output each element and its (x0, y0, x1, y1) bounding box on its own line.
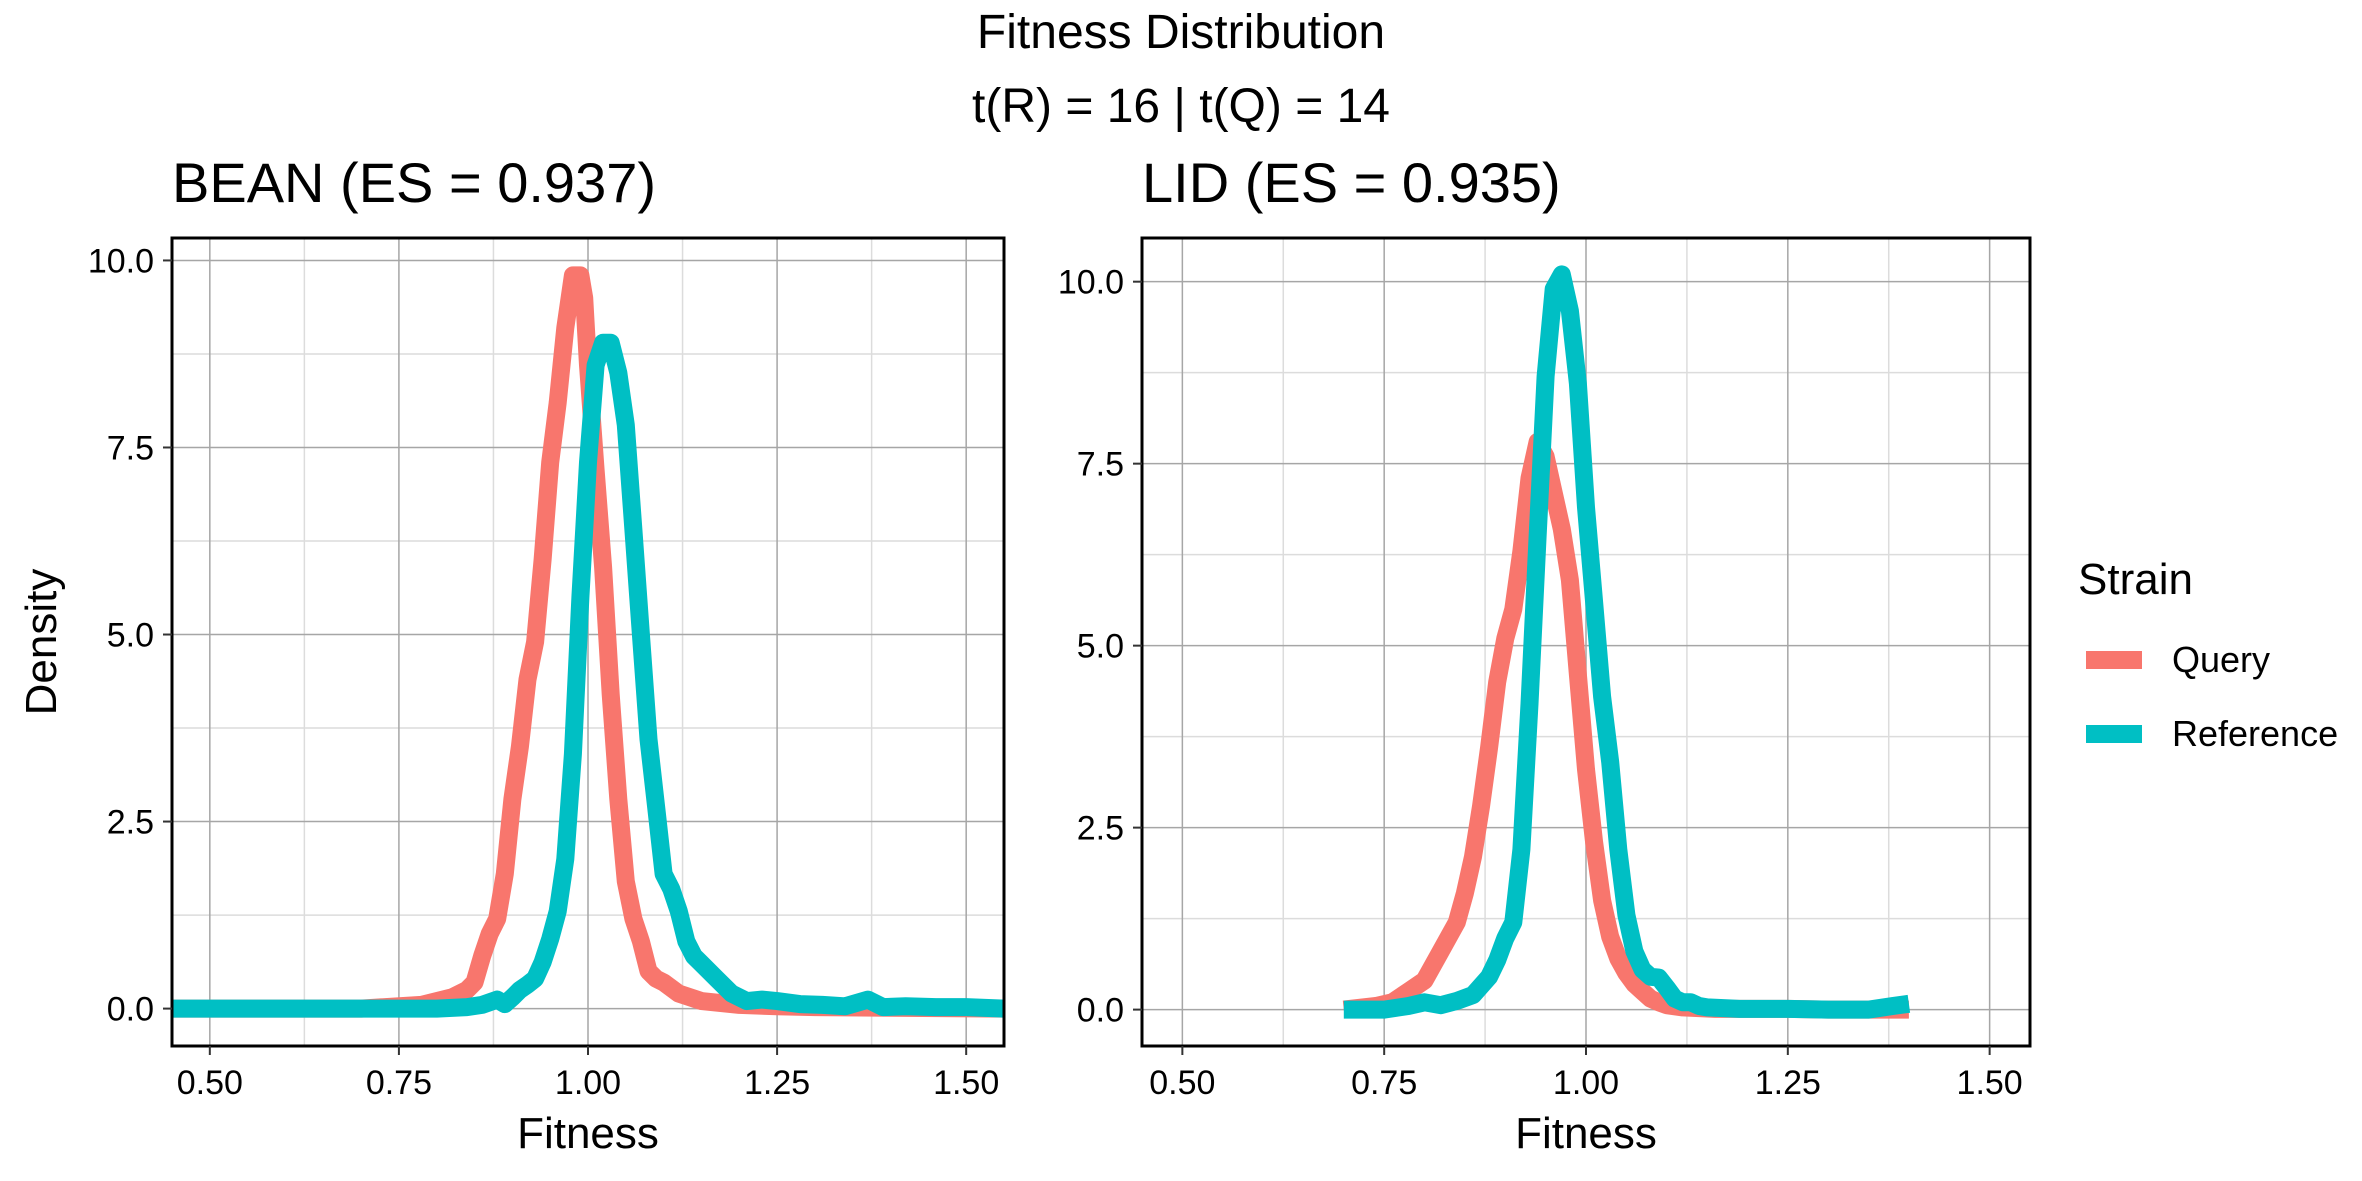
y-tick-label: 0.0 (107, 991, 154, 1029)
y-tick-label: 10.0 (1058, 264, 1124, 302)
x-tick-label: 1.25 (744, 1064, 810, 1102)
y-tick-label: 5.0 (107, 617, 154, 655)
y-tick-label: 2.5 (107, 804, 154, 842)
legend-label-query: Query (2172, 639, 2270, 680)
panel-title: BEAN (ES = 0.937) (172, 151, 656, 214)
y-axis-title: Density (17, 569, 66, 716)
x-tick-label: 0.75 (366, 1064, 432, 1102)
x-tick-label: 1.00 (555, 1064, 621, 1102)
y-tick-label: 0.0 (1077, 992, 1124, 1030)
figure-title: Fitness Distribution (977, 6, 1385, 59)
x-tick-label: 0.50 (1149, 1064, 1215, 1102)
legend-label-reference: Reference (2172, 713, 2338, 754)
series-line-reference (1343, 265, 1911, 1019)
panel-title: LID (ES = 0.935) (1142, 151, 1561, 214)
x-tick-label: 1.50 (933, 1064, 999, 1102)
figure-subtitle: t(R) = 16 | t(Q) = 14 (972, 80, 1390, 133)
panel-bean: BEAN (ES = 0.937) 0.50 0.75 1.00 1.25 1.50 0.0… (17, 151, 1006, 1158)
x-tick-label: 0.75 (1351, 1064, 1417, 1102)
y-tick-label: 5.0 (1077, 628, 1124, 666)
series-line-query (172, 266, 1005, 1018)
y-tick-label: 2.5 (1077, 810, 1124, 848)
panel-lid: LID (ES = 0.935) 0.50 0.75 1.00 1.25 1.50 0.0 2… (1058, 151, 2032, 1158)
y-tick-label: 7.5 (107, 429, 154, 467)
series-line-reference (172, 333, 1005, 1018)
legend-title: Strain (2078, 555, 2193, 604)
legend: Strain Query Reference (2078, 555, 2338, 754)
y-tick-label: 10.0 (88, 242, 154, 280)
y-tick-label: 7.5 (1077, 446, 1124, 484)
x-axis-title: Fitness (1515, 1109, 1657, 1158)
x-tick-label: 1.25 (1755, 1064, 1821, 1102)
x-tick-label: 0.50 (177, 1064, 243, 1102)
x-axis-title: Fitness (517, 1109, 659, 1158)
x-tick-label: 1.00 (1553, 1064, 1619, 1102)
x-tick-label: 1.50 (1957, 1064, 2023, 1102)
